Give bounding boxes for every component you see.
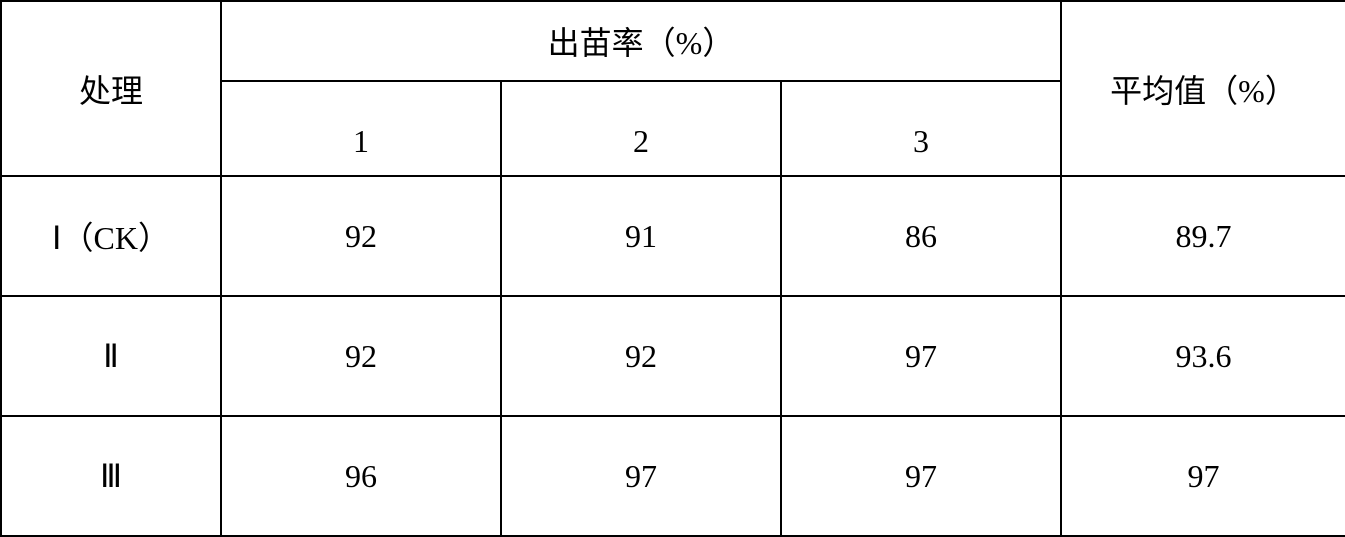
col-header-treatment: 处理: [1, 1, 221, 176]
cell-rep3: 86: [781, 176, 1061, 296]
data-table: 处理 出苗率（%） 平均值（%） 1 2 3 Ⅰ（CK） 92 91 86 89…: [0, 0, 1345, 537]
col-header-rep3: 3: [781, 81, 1061, 176]
cell-rep2: 97: [501, 416, 781, 536]
cell-rep2: 91: [501, 176, 781, 296]
table-row: Ⅲ 96 97 97 97: [1, 416, 1345, 536]
col-header-average: 平均值（%）: [1061, 1, 1345, 176]
table-row: Ⅱ 92 92 97 93.6: [1, 296, 1345, 416]
cell-rep3: 97: [781, 416, 1061, 536]
cell-average: 93.6: [1061, 296, 1345, 416]
cell-treatment: Ⅰ（CK）: [1, 176, 221, 296]
col-header-rep2: 2: [501, 81, 781, 176]
cell-treatment: Ⅱ: [1, 296, 221, 416]
cell-average: 97: [1061, 416, 1345, 536]
header-row-1: 处理 出苗率（%） 平均值（%）: [1, 1, 1345, 81]
emergence-rate-table: 处理 出苗率（%） 平均值（%） 1 2 3 Ⅰ（CK） 92 91 86 89…: [0, 0, 1345, 537]
col-header-rate-group: 出苗率（%）: [221, 1, 1061, 81]
cell-rep2: 92: [501, 296, 781, 416]
cell-rep3: 97: [781, 296, 1061, 416]
cell-rep1: 92: [221, 176, 501, 296]
cell-rep1: 92: [221, 296, 501, 416]
col-header-rep1: 1: [221, 81, 501, 176]
cell-rep1: 96: [221, 416, 501, 536]
table-row: Ⅰ（CK） 92 91 86 89.7: [1, 176, 1345, 296]
cell-average: 89.7: [1061, 176, 1345, 296]
cell-treatment: Ⅲ: [1, 416, 221, 536]
